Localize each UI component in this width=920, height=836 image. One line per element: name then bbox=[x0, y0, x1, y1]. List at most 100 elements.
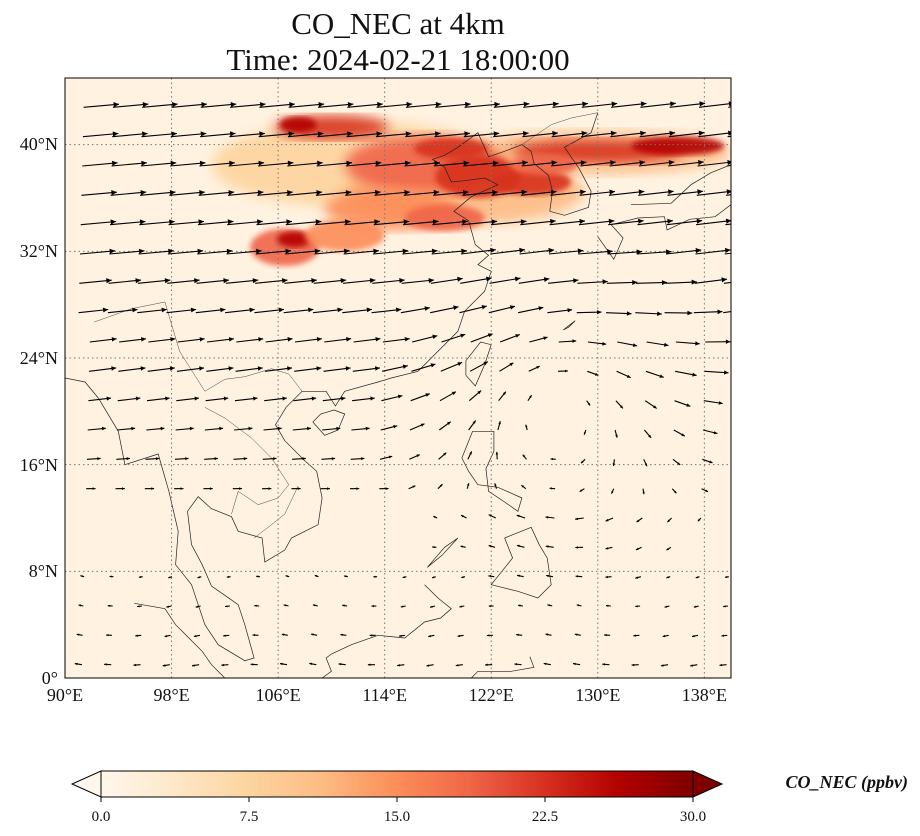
lon-tick-label: 138°E bbox=[682, 685, 727, 705]
wind-vector bbox=[264, 396, 287, 402]
wind-vector bbox=[236, 337, 264, 343]
wind-vector bbox=[461, 576, 466, 579]
wind-vector bbox=[221, 663, 229, 667]
wind-vector bbox=[166, 307, 197, 314]
wind-vector bbox=[587, 370, 599, 376]
wind-vector bbox=[673, 429, 686, 437]
wind-vector bbox=[315, 190, 352, 196]
wind-vector bbox=[459, 605, 465, 608]
wind-vector bbox=[666, 546, 672, 551]
colorbar-gradient bbox=[100, 770, 694, 798]
wind-vector bbox=[675, 341, 700, 346]
wind-vector bbox=[225, 307, 255, 314]
wind-vector bbox=[174, 457, 189, 461]
wind-vector bbox=[735, 336, 762, 342]
wind-vector bbox=[549, 218, 586, 226]
wind-vector bbox=[169, 190, 205, 196]
wind-vector bbox=[723, 311, 731, 314]
wind-vector bbox=[581, 101, 618, 108]
wind-vector bbox=[602, 663, 610, 666]
wind-vector bbox=[612, 459, 615, 466]
wind-vector bbox=[469, 361, 489, 372]
map-frame bbox=[64, 77, 732, 679]
wind-vector bbox=[402, 576, 407, 579]
wind-vector bbox=[259, 102, 295, 108]
colorbar-max-extension bbox=[692, 770, 724, 798]
wind-vector bbox=[662, 634, 669, 638]
wind-vector bbox=[462, 189, 498, 196]
wind-vector bbox=[463, 131, 500, 138]
coastline bbox=[490, 526, 552, 599]
wind-vector bbox=[705, 339, 731, 344]
country-border bbox=[164, 301, 303, 392]
wind-vector bbox=[292, 457, 306, 461]
wind-vector bbox=[294, 337, 322, 343]
coastline bbox=[312, 409, 346, 436]
wind-vector bbox=[643, 429, 652, 439]
lon-tick-label: 98°E bbox=[153, 685, 189, 705]
wind-vector bbox=[577, 279, 608, 285]
wind-vector bbox=[631, 663, 639, 667]
wind-vector bbox=[139, 190, 176, 196]
wind-vector bbox=[107, 307, 138, 314]
colorbar: 0.0 7.5 15.0 22.5 30.0 CO_NEC (ppbv) bbox=[70, 770, 908, 825]
wind-vector bbox=[605, 546, 613, 550]
wind-vector bbox=[89, 366, 117, 372]
wind-vector bbox=[322, 426, 341, 431]
coastline bbox=[461, 430, 523, 512]
wind-vector bbox=[668, 160, 704, 167]
wind-vector bbox=[82, 160, 118, 167]
co-plume-patch bbox=[276, 231, 312, 248]
wind-vector bbox=[614, 429, 618, 438]
wind-vector bbox=[86, 457, 101, 461]
wind-vector bbox=[381, 394, 403, 402]
wind-vector bbox=[695, 247, 731, 255]
wind-vector bbox=[109, 575, 114, 578]
wind-vector bbox=[204, 457, 218, 461]
wind-vector bbox=[439, 391, 457, 402]
wind-vector bbox=[371, 307, 402, 314]
wind-vector bbox=[285, 575, 290, 578]
wind-vector bbox=[578, 249, 613, 255]
wind-vector bbox=[580, 160, 616, 167]
wind-vector bbox=[263, 426, 282, 431]
wind-vector bbox=[646, 341, 669, 347]
wind-vector bbox=[76, 633, 83, 636]
wind-vector bbox=[206, 337, 234, 343]
wind-vector bbox=[485, 663, 493, 666]
wind-vector bbox=[697, 517, 702, 522]
wind-vector bbox=[466, 482, 470, 489]
wind-vector bbox=[438, 421, 452, 431]
wind-vector bbox=[463, 160, 499, 167]
wind-vector bbox=[315, 219, 351, 226]
wind-vector bbox=[379, 455, 393, 460]
wind-vector bbox=[704, 370, 729, 375]
wind-vector bbox=[617, 341, 638, 347]
wind-vector bbox=[545, 545, 554, 548]
wind-vector bbox=[518, 604, 523, 607]
wind-vector bbox=[105, 634, 112, 637]
wind-vector bbox=[666, 218, 703, 226]
lon-tick-label: 122°E bbox=[469, 685, 514, 705]
wind-vector bbox=[490, 219, 527, 226]
wind-vector bbox=[343, 248, 379, 255]
wind-vector bbox=[730, 488, 731, 490]
wind-vector bbox=[316, 160, 353, 167]
map-plot-area bbox=[64, 77, 762, 679]
wind-vector bbox=[353, 337, 381, 343]
wind-vector bbox=[543, 662, 551, 666]
wind-vector bbox=[233, 457, 248, 461]
wind-vector bbox=[440, 361, 463, 372]
wind-vector bbox=[549, 487, 556, 490]
wind-vector bbox=[429, 605, 436, 608]
wind-vector bbox=[605, 517, 614, 522]
wind-vector bbox=[645, 370, 664, 378]
co-plume-patch bbox=[404, 204, 485, 232]
wind-vector bbox=[324, 337, 352, 343]
wind-vector bbox=[345, 160, 382, 167]
wind-vector bbox=[667, 517, 672, 523]
wind-vector bbox=[109, 219, 146, 226]
wind-vector bbox=[372, 278, 405, 284]
wind-vector bbox=[82, 131, 119, 138]
lat-tick-label: 24°N bbox=[20, 348, 58, 368]
